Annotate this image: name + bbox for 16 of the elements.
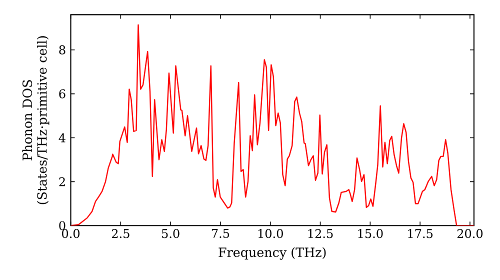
y-axis-title: Phonon DOS (States/THz·primitive cell) [22,36,50,204]
y-tick-label: 0 [59,221,66,230]
x-tick-label: 7.5 [212,229,230,238]
x-tick-label: 10.0 [258,229,283,238]
x-tick-label: 20.0 [457,229,483,238]
x-tick-label: 2.5 [112,229,130,238]
x-tick-label: 15.0 [358,229,383,238]
x-tick-label: 17.5 [408,229,433,238]
x-axis-title: Frequency (THz) [218,247,326,260]
x-tick-label: 12.5 [308,229,333,238]
y-tick-label: 4 [58,133,66,142]
x-tick-label: 5.0 [162,229,180,238]
y-tick-label: 8 [59,45,66,55]
y-tick-label: 6 [59,89,66,98]
x-tick-label: 0.0 [62,229,80,238]
y-tick-label: 2 [59,177,65,186]
